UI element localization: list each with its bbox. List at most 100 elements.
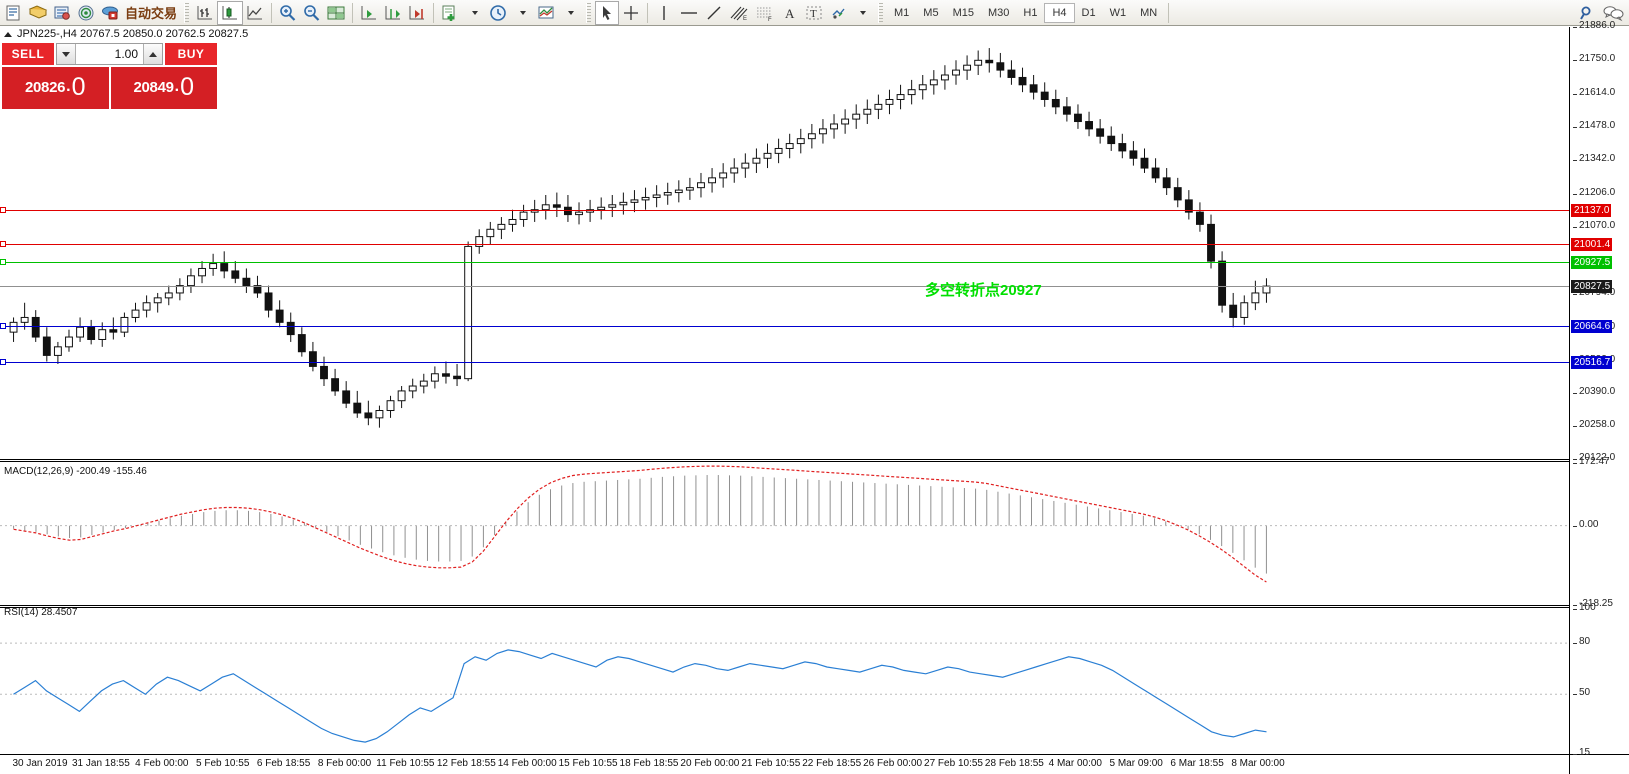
volume-increase-button[interactable] <box>143 44 162 64</box>
add-indicator-icon[interactable] <box>438 1 462 25</box>
price-axis-tick: 20122.0 <box>1573 452 1629 463</box>
macd-label[interactable]: MACD(12,26,9) -200.49 -155.46 <box>4 466 147 477</box>
support-line-20516-handle[interactable] <box>0 359 6 366</box>
timeframe-m30[interactable]: M30 <box>987 6 1010 19</box>
support-line-20516-price-label[interactable]: 20516.7 <box>1571 356 1613 370</box>
pivot-line-20927[interactable] <box>0 261 1569 263</box>
line-chart-icon[interactable] <box>243 1 267 25</box>
resistance-line-21137[interactable] <box>0 210 1569 212</box>
timeframe-h1[interactable]: H1 <box>1023 6 1038 19</box>
templates-icon[interactable] <box>534 1 558 25</box>
timeframe-mn[interactable]: MN <box>1140 6 1158 19</box>
time-axis-label: 30 Jan 2019 <box>12 758 68 769</box>
text-label-icon[interactable]: A <box>778 1 802 25</box>
volume-input[interactable]: 1.00 <box>114 47 138 61</box>
price-axis-tick: 21750.0 <box>1573 53 1629 64</box>
support-line-20664[interactable] <box>0 326 1569 328</box>
timeframe-clock-icon[interactable] <box>486 1 510 25</box>
support-line-20664-price-label[interactable]: 20664.6 <box>1571 320 1613 334</box>
sell-price-button[interactable]: 20826 . 0 <box>2 67 109 109</box>
rsi-label[interactable]: RSI(14) 28.4507 <box>4 607 78 618</box>
timeframe-d1[interactable]: D1 <box>1081 6 1096 19</box>
zoom-out-icon[interactable] <box>300 1 324 25</box>
fibonacci-icon[interactable]: F <box>752 1 778 25</box>
pivot-line-20927-price-label[interactable]: 20927.5 <box>1571 255 1613 269</box>
support-line-20516[interactable] <box>0 362 1569 364</box>
history-data-icon[interactable] <box>26 1 50 25</box>
collapse-triangle-icon[interactable] <box>4 31 12 37</box>
toolbar-grip-2[interactable] <box>586 2 592 23</box>
timeframe-dropdown[interactable] <box>510 1 534 25</box>
time-axis-label: 31 Jan 18:55 <box>71 758 130 769</box>
rsi-pane[interactable] <box>0 609 1569 754</box>
buy-price-integer: 20849 <box>133 78 174 96</box>
rsi-axis-tick: 100 <box>1573 602 1629 613</box>
chat-icon[interactable] <box>1599 1 1627 25</box>
timeframe-m1[interactable]: M1 <box>894 6 910 19</box>
price-axis-tick-label: 21070.0 <box>1579 219 1616 231</box>
objects-list-icon[interactable] <box>826 1 850 25</box>
current-price-line-20827[interactable] <box>0 286 1569 288</box>
candlestick-chart-icon[interactable] <box>217 0 244 25</box>
add-indicator-dropdown[interactable] <box>462 1 486 25</box>
toolbar-grip-3[interactable] <box>878 2 884 23</box>
search-icon[interactable] <box>1575 1 1599 25</box>
timeframe-w1[interactable]: W1 <box>1109 6 1127 19</box>
bar-chart-icon[interactable] <box>193 1 217 25</box>
trendline-icon[interactable] <box>702 1 726 25</box>
new-order-icon[interactable] <box>2 1 26 25</box>
time-axis-label: 22 Feb 18:55 <box>802 758 862 769</box>
buy-price-button[interactable]: 20849 . 0 <box>110 67 217 109</box>
expert-advisor-icon[interactable] <box>98 1 122 25</box>
toolbar-grip[interactable] <box>184 2 190 23</box>
crosshair-icon[interactable] <box>619 1 643 25</box>
buy-button[interactable]: BUY <box>165 43 217 65</box>
autotrade-label[interactable]: 自动交易 <box>125 6 178 21</box>
timeframe-m15[interactable]: M15 <box>952 6 974 19</box>
macd-pane[interactable] <box>0 463 1569 605</box>
resistance-line-21001-handle[interactable] <box>0 240 6 247</box>
pointer-icon[interactable] <box>595 0 620 25</box>
resistance-line-21001-price-label[interactable]: 21001.4 <box>1571 237 1613 251</box>
objects-dropdown[interactable] <box>850 1 874 25</box>
timeframe-m5[interactable]: M5 <box>923 6 939 19</box>
candlestick-series <box>9 48 1271 428</box>
chart-end-icon[interactable] <box>405 1 429 25</box>
zoom-in-icon[interactable] <box>276 1 300 25</box>
price-axis[interactable]: 21886.0 21750.0 21614.0 21478.0 21342.0 21206… <box>1569 20 1629 758</box>
horizontal-line-icon[interactable] <box>676 1 702 25</box>
chart-shift-icon[interactable] <box>381 1 405 25</box>
resistance-line-21137-handle[interactable] <box>0 207 6 214</box>
text-object-icon[interactable]: T <box>802 1 826 25</box>
vertical-line-icon[interactable] <box>652 1 676 25</box>
resistance-line-21001[interactable] <box>0 243 1569 245</box>
chart-annotation-text[interactable]: 多空转折点20927 <box>925 282 1042 299</box>
sell-price-decimal: 0 <box>71 72 86 101</box>
price-chart-pane[interactable]: 多空转折点20927 <box>0 27 1569 459</box>
time-axis[interactable]: 30 Jan 2019 31 Jan 18:55 4 Feb 00:00 5 Feb … <box>0 754 1569 774</box>
volume-stepper[interactable]: 1.00 <box>56 43 163 65</box>
equidistant-channel-icon[interactable]: E <box>726 1 752 25</box>
price-axis-tick: 21886.0 <box>1573 20 1629 31</box>
timeframe-h4[interactable]: H4 <box>1044 2 1075 23</box>
macd-axis-tick: 172.47 <box>1573 456 1629 467</box>
price-axis-tick: 21342.0 <box>1573 153 1629 164</box>
symbol-ohlc-text: JPN225-,H4 20767.5 20850.0 20762.5 20827… <box>17 28 249 40</box>
current-price-line-20827-price-label[interactable]: 20827.5 <box>1571 280 1613 294</box>
resistance-line-21137-price-label[interactable]: 21137.0 <box>1571 204 1612 218</box>
chart-grid-icon[interactable] <box>324 1 348 25</box>
support-line-20664-handle[interactable] <box>0 323 6 330</box>
templates-dropdown[interactable] <box>558 1 582 25</box>
signals-icon[interactable] <box>74 1 98 25</box>
macd-axis-tick-label: -218.25 <box>1579 598 1613 609</box>
time-axis-label: 27 Feb 10:55 <box>924 758 983 769</box>
pivot-line-20927-handle[interactable] <box>0 258 6 265</box>
terminal-icon[interactable] <box>50 1 74 25</box>
volume-decrease-button[interactable] <box>57 44 76 64</box>
svg-text:A: A <box>785 6 795 21</box>
time-axis-label: 14 Feb 00:00 <box>497 758 557 769</box>
auto-scroll-icon[interactable] <box>357 1 381 25</box>
time-axis-label: 5 Feb 10:55 <box>196 758 250 769</box>
price-axis-tick: 21478.0 <box>1573 120 1629 131</box>
sell-button[interactable]: SELL <box>2 43 54 65</box>
